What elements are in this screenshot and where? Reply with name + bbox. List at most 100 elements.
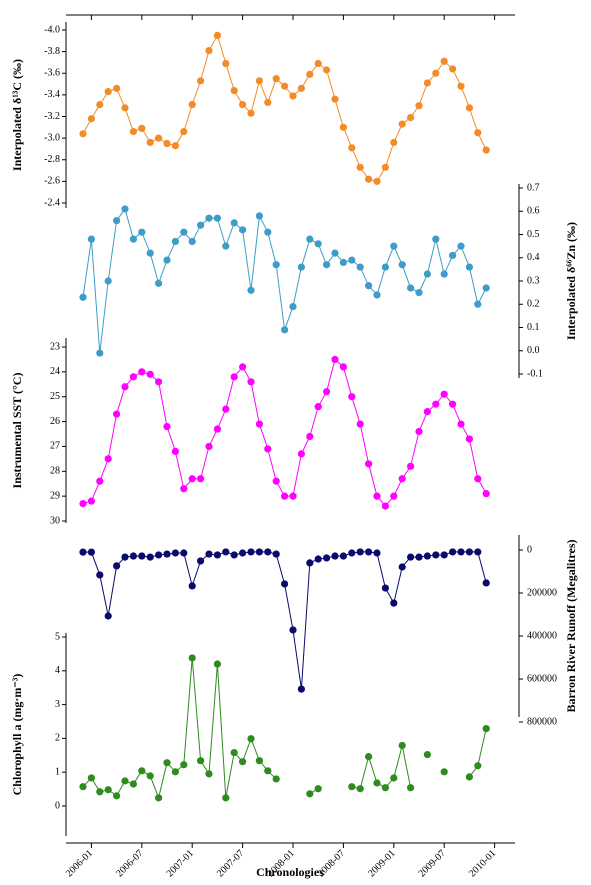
point xyxy=(398,261,406,269)
y-tick-label: -3.6 xyxy=(44,68,60,79)
point xyxy=(171,549,179,557)
point xyxy=(205,46,213,55)
y-tick-label: 28 xyxy=(50,466,60,477)
point xyxy=(407,284,415,292)
point xyxy=(390,492,398,500)
point xyxy=(432,69,440,77)
point xyxy=(365,460,373,468)
point xyxy=(297,84,305,92)
point xyxy=(197,77,205,85)
point xyxy=(432,551,440,559)
point xyxy=(146,138,154,147)
point xyxy=(79,293,87,301)
point xyxy=(163,256,171,264)
point xyxy=(323,388,331,396)
point xyxy=(390,599,398,607)
point xyxy=(390,138,398,147)
point xyxy=(146,249,154,257)
point xyxy=(356,163,364,171)
point xyxy=(247,735,255,743)
point xyxy=(398,475,406,483)
point xyxy=(331,355,339,364)
point xyxy=(222,242,230,250)
point xyxy=(213,660,221,668)
point xyxy=(348,256,356,264)
point xyxy=(205,770,213,778)
point xyxy=(465,104,473,112)
point xyxy=(104,612,112,620)
point xyxy=(113,84,121,92)
point xyxy=(129,235,137,243)
point xyxy=(113,792,121,800)
point xyxy=(348,393,356,401)
y-tick-label: 29 xyxy=(50,490,60,501)
point xyxy=(255,420,263,428)
point xyxy=(281,580,289,588)
point xyxy=(129,128,137,136)
point xyxy=(356,420,364,428)
point xyxy=(482,284,490,292)
point xyxy=(423,751,431,759)
point xyxy=(339,258,347,266)
point xyxy=(331,249,339,257)
point xyxy=(205,214,213,222)
point xyxy=(180,761,188,769)
point xyxy=(222,794,230,802)
point xyxy=(104,88,112,96)
point xyxy=(79,500,87,508)
point xyxy=(205,550,213,558)
point xyxy=(314,59,322,68)
point xyxy=(323,261,331,269)
point xyxy=(474,762,482,770)
y-tick-label: -3.0 xyxy=(44,132,60,143)
y-tick-label: -3.8 xyxy=(44,46,60,57)
point xyxy=(398,120,406,128)
y-axis-label: Interpolated δ¹³C (‰) xyxy=(10,59,24,171)
y-tick-label: 0.5 xyxy=(527,229,540,240)
point xyxy=(440,270,448,278)
point xyxy=(96,349,104,357)
point xyxy=(465,435,473,443)
point xyxy=(264,548,272,556)
point xyxy=(146,370,154,378)
point xyxy=(482,724,490,733)
point xyxy=(171,237,179,246)
point xyxy=(247,286,255,294)
point xyxy=(390,242,398,250)
point xyxy=(264,98,272,107)
point xyxy=(449,400,457,408)
point xyxy=(163,550,171,558)
point xyxy=(79,130,87,138)
point xyxy=(272,550,280,558)
y-axis-label: Barron River Runoff (Megalitres) xyxy=(564,540,578,713)
point xyxy=(188,582,196,590)
point xyxy=(365,548,373,556)
point xyxy=(171,142,179,150)
point xyxy=(306,790,314,798)
y-tick-label: 0.6 xyxy=(527,206,540,217)
point xyxy=(87,115,95,123)
point xyxy=(163,759,171,767)
series-line xyxy=(83,551,487,690)
point xyxy=(415,427,423,436)
point xyxy=(230,748,238,757)
point xyxy=(474,300,482,308)
point xyxy=(323,554,331,562)
point xyxy=(474,475,482,483)
point xyxy=(247,378,255,386)
point xyxy=(440,390,448,398)
point xyxy=(339,552,347,560)
point xyxy=(121,205,129,213)
point xyxy=(239,226,247,234)
point xyxy=(264,767,272,775)
point xyxy=(129,373,137,381)
y-tick-label: 23 xyxy=(50,341,60,352)
y-tick-label: 5 xyxy=(55,631,60,642)
y-tick-label: -0.1 xyxy=(527,368,543,379)
point xyxy=(163,139,171,148)
point xyxy=(230,219,238,227)
point xyxy=(449,548,457,556)
point xyxy=(415,289,423,297)
point xyxy=(381,502,389,510)
point xyxy=(155,378,163,386)
